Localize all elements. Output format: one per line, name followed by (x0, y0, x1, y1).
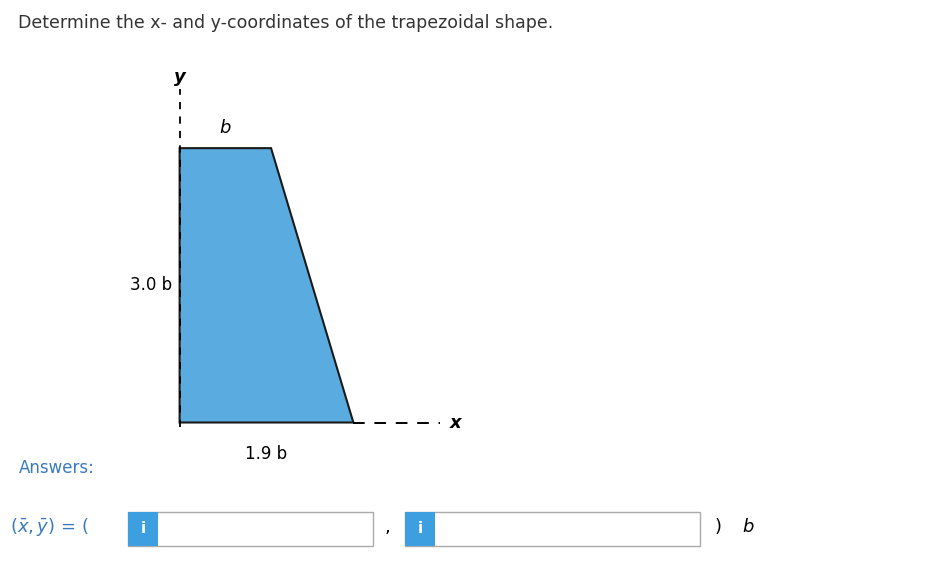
Text: Answers:: Answers: (18, 459, 94, 477)
FancyBboxPatch shape (128, 512, 373, 545)
Text: x: x (450, 413, 461, 431)
Text: ,: , (385, 518, 390, 536)
Polygon shape (179, 148, 353, 422)
FancyBboxPatch shape (128, 512, 158, 545)
Text: Determine the x- and y-coordinates of the trapezoidal shape.: Determine the x- and y-coordinates of th… (18, 14, 554, 32)
Text: 3.0 b: 3.0 b (130, 276, 172, 294)
Text: b: b (742, 518, 753, 536)
Text: b: b (219, 119, 231, 137)
Text: 1.9 b: 1.9 b (245, 445, 288, 463)
Text: y: y (174, 68, 186, 86)
FancyBboxPatch shape (405, 512, 435, 545)
FancyBboxPatch shape (405, 512, 700, 545)
Text: $(\bar{x}, \bar{y})$ = (: $(\bar{x}, \bar{y})$ = ( (10, 517, 90, 539)
Text: i: i (417, 521, 423, 536)
Text: i: i (141, 521, 145, 536)
Text: ): ) (715, 518, 728, 536)
